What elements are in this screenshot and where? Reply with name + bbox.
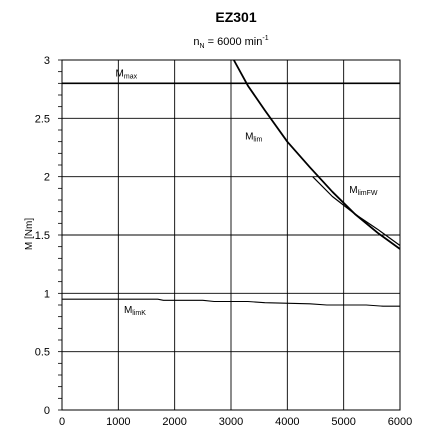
chart-subtitle: nN = 6000 min-1 bbox=[193, 35, 268, 50]
x-tick-label: 6000 bbox=[388, 416, 412, 428]
y-tick-label: 2.5 bbox=[35, 113, 50, 125]
series-label-mlim: Mlim bbox=[245, 131, 262, 143]
x-tick-label: 2000 bbox=[162, 416, 186, 428]
series-labels: Mmax Mlim MlimFW MlimK bbox=[116, 68, 378, 317]
y-tick-label: 1.5 bbox=[35, 230, 50, 242]
grid bbox=[58, 59, 401, 411]
series-line-mlimk bbox=[62, 298, 400, 307]
x-tick-label: 0 bbox=[59, 416, 65, 428]
y-tick-label: 2 bbox=[44, 172, 50, 184]
series-line-mlimfw bbox=[312, 176, 401, 246]
series-label-mmax: Mmax bbox=[116, 68, 138, 80]
y-tick-label: 0 bbox=[44, 405, 50, 417]
series-line-mlim bbox=[233, 59, 401, 250]
series-label-mlimk: MlimK bbox=[124, 305, 146, 317]
y-tick-label: 3 bbox=[44, 55, 50, 67]
series-label-mlimfw: MlimFW bbox=[349, 185, 378, 197]
x-tick-label: 5000 bbox=[331, 416, 355, 428]
y-axis-label: M [Nm] bbox=[24, 218, 35, 250]
x-tick-label: 1000 bbox=[106, 416, 130, 428]
y-tick-label: 0.5 bbox=[35, 347, 50, 359]
x-tick-label: 3000 bbox=[219, 416, 243, 428]
series bbox=[62, 59, 401, 307]
tick-labels: 0 1000 2000 3000 4000 5000 6000 0 0.5 1 1.5 2 2.5 3 bbox=[35, 55, 413, 428]
plot-frame bbox=[61, 59, 401, 411]
x-tick-label: 4000 bbox=[275, 416, 299, 428]
y-tick-label: 1 bbox=[44, 288, 50, 300]
chart-title: EZ301 bbox=[215, 9, 256, 25]
